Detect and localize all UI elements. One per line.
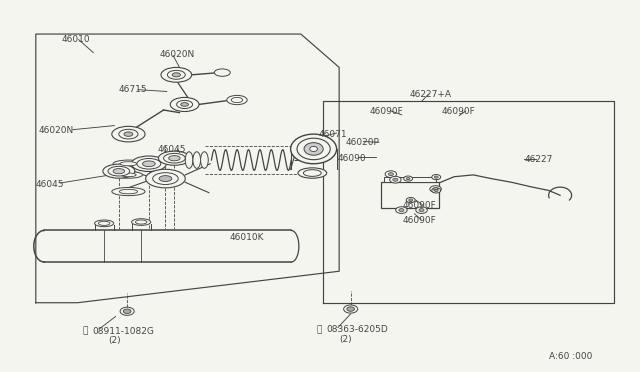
Circle shape [406, 198, 415, 203]
Ellipse shape [95, 220, 114, 227]
Ellipse shape [121, 173, 136, 177]
Circle shape [432, 188, 441, 193]
Ellipse shape [113, 169, 125, 174]
Ellipse shape [304, 142, 323, 155]
Circle shape [344, 305, 358, 313]
Text: 46090F: 46090F [403, 216, 436, 225]
Text: A:60 :000: A:60 :000 [548, 352, 592, 361]
Ellipse shape [193, 152, 200, 169]
Ellipse shape [169, 155, 180, 161]
Text: 46045: 46045 [36, 180, 64, 189]
Text: 46020N: 46020N [159, 50, 195, 59]
Text: 46227+A: 46227+A [410, 90, 451, 99]
Ellipse shape [180, 103, 188, 106]
Ellipse shape [231, 97, 243, 103]
Circle shape [430, 186, 442, 192]
Ellipse shape [159, 176, 172, 182]
Ellipse shape [291, 134, 337, 164]
Ellipse shape [132, 219, 151, 225]
Ellipse shape [185, 152, 193, 169]
Bar [384, 177, 436, 182]
Text: 46045: 46045 [157, 145, 186, 154]
Ellipse shape [297, 138, 330, 160]
Circle shape [388, 173, 394, 176]
Circle shape [409, 199, 413, 201]
Text: 08911-1082G: 08911-1082G [93, 327, 154, 336]
Circle shape [435, 176, 438, 178]
Ellipse shape [119, 129, 138, 139]
Text: 46020N: 46020N [39, 126, 74, 135]
Ellipse shape [159, 151, 190, 165]
Text: 46010: 46010 [61, 35, 90, 44]
Text: Ⓝ: Ⓝ [83, 327, 88, 336]
Ellipse shape [99, 221, 110, 225]
Ellipse shape [146, 169, 185, 188]
Circle shape [390, 176, 401, 183]
Ellipse shape [168, 70, 185, 79]
Ellipse shape [113, 160, 144, 167]
Text: (2): (2) [339, 335, 352, 344]
Circle shape [347, 307, 355, 311]
Circle shape [416, 207, 428, 214]
Ellipse shape [161, 67, 191, 82]
Text: 46090: 46090 [338, 154, 367, 163]
Ellipse shape [172, 73, 180, 77]
Ellipse shape [119, 189, 138, 194]
Text: Ⓢ: Ⓢ [316, 325, 321, 334]
Circle shape [385, 171, 397, 177]
Text: 46715: 46715 [119, 85, 147, 94]
Ellipse shape [303, 170, 321, 176]
Ellipse shape [153, 173, 178, 185]
Ellipse shape [227, 95, 247, 105]
Circle shape [435, 189, 438, 192]
Ellipse shape [131, 156, 166, 171]
Circle shape [399, 209, 404, 212]
Ellipse shape [310, 146, 317, 151]
Circle shape [393, 178, 398, 181]
Ellipse shape [298, 168, 326, 178]
Ellipse shape [112, 126, 145, 142]
Text: 46090F: 46090F [403, 201, 436, 210]
Bar [381, 182, 439, 208]
Text: 46227: 46227 [524, 155, 553, 164]
Circle shape [419, 209, 424, 212]
Ellipse shape [115, 171, 143, 178]
Circle shape [124, 309, 131, 314]
Ellipse shape [136, 220, 147, 224]
Text: 08363-6205D: 08363-6205D [326, 325, 388, 334]
Circle shape [396, 207, 407, 214]
Ellipse shape [103, 164, 135, 178]
Ellipse shape [112, 187, 145, 196]
Text: 46090F: 46090F [369, 108, 403, 116]
Ellipse shape [120, 162, 137, 166]
Text: 46071: 46071 [319, 129, 348, 139]
Ellipse shape [108, 166, 130, 176]
Circle shape [406, 177, 410, 180]
Ellipse shape [137, 158, 161, 169]
Ellipse shape [200, 152, 208, 169]
Ellipse shape [177, 100, 193, 109]
Ellipse shape [143, 161, 155, 167]
Circle shape [404, 176, 413, 181]
Circle shape [433, 187, 438, 190]
Text: 46020P: 46020P [346, 138, 380, 147]
Circle shape [432, 174, 441, 180]
Text: (2): (2) [108, 336, 120, 346]
Ellipse shape [124, 132, 133, 137]
Text: 46090F: 46090F [442, 108, 475, 116]
Text: 46010K: 46010K [229, 232, 264, 242]
Ellipse shape [214, 69, 230, 76]
Circle shape [120, 307, 134, 315]
Ellipse shape [164, 153, 185, 163]
Ellipse shape [170, 97, 199, 112]
